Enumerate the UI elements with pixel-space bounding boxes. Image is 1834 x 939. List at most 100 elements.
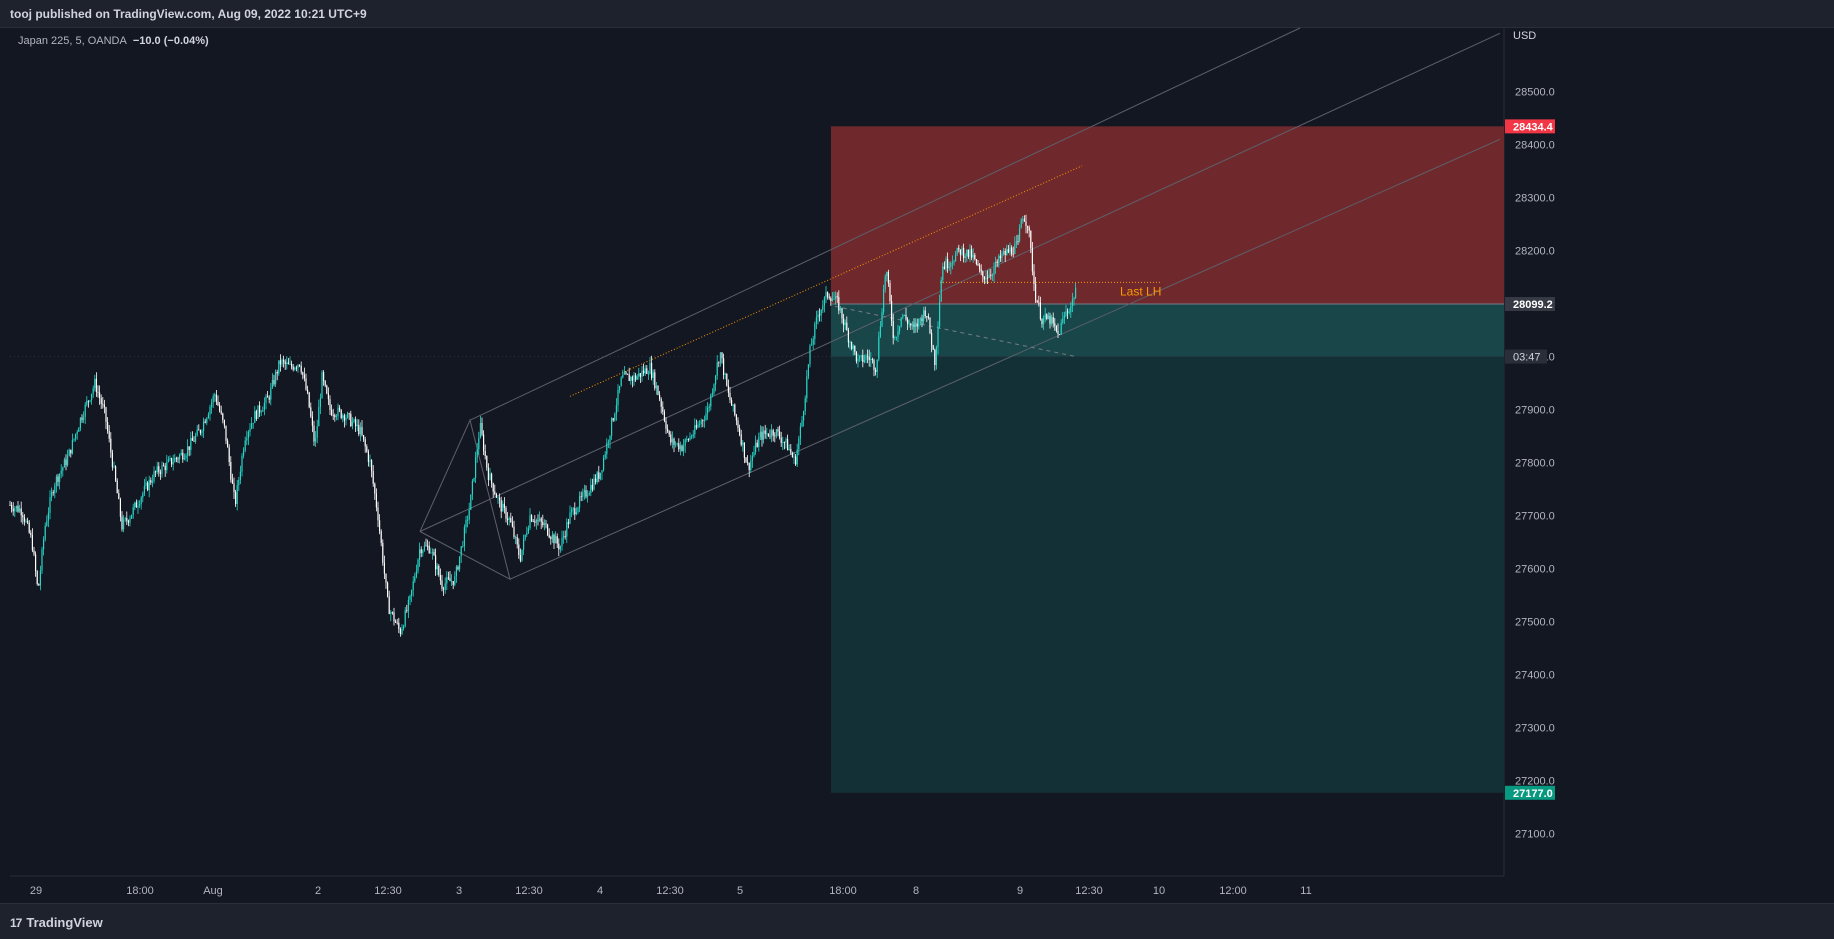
price-axis-tick: 28500.0 — [1515, 87, 1555, 99]
candle-body — [857, 358, 859, 362]
time-axis-tick: 11 — [1300, 885, 1311, 897]
candle-body — [95, 378, 97, 392]
symbol-legend[interactable]: Japan 225, 5, OANDA −10.0 (−0.04%) — [18, 35, 209, 47]
candle-body — [1055, 325, 1057, 331]
candle-body — [284, 361, 286, 364]
candle-body — [609, 435, 611, 443]
candle-body — [908, 323, 910, 325]
candle-body — [129, 518, 131, 523]
change-value: −10.0 (−0.04%) — [132, 35, 209, 47]
candle-body — [430, 552, 432, 554]
candle-body — [243, 450, 245, 456]
candle-body — [1036, 300, 1038, 303]
candle-body — [35, 554, 37, 572]
price-chart[interactable]: Last LHUSD28500.028400.028300.028200.028… — [0, 0, 1834, 903]
candle-body — [515, 536, 517, 538]
candle-body — [830, 298, 832, 302]
candle-body — [353, 419, 355, 422]
candle-body — [257, 405, 259, 419]
candle-body — [849, 342, 851, 343]
candle-body — [887, 271, 889, 284]
publish-header: tooj published on TradingView.com, Aug 0… — [0, 0, 1834, 28]
candle-body — [955, 254, 957, 262]
candle-body — [859, 356, 861, 359]
candle-body — [630, 376, 632, 382]
candle-body — [507, 518, 509, 520]
candle-body — [753, 451, 755, 457]
candle-body — [1001, 253, 1003, 259]
candle-body — [566, 522, 568, 537]
candle-body — [44, 525, 46, 540]
candle-body — [1014, 243, 1016, 255]
candle-body — [763, 430, 765, 440]
candle-body — [836, 296, 838, 298]
candle-body — [889, 283, 891, 302]
candle-body — [667, 428, 669, 432]
candle-body — [675, 443, 677, 445]
candle-body — [11, 505, 13, 509]
candle-body — [1052, 317, 1054, 324]
candle-body — [1073, 298, 1075, 300]
candle-body — [70, 449, 72, 454]
candle-body — [695, 425, 697, 428]
candle-body — [876, 359, 878, 373]
candle-body — [639, 373, 641, 377]
candle-body — [393, 612, 395, 622]
candle-body — [862, 355, 864, 362]
candle-body — [982, 271, 984, 277]
candle-body — [729, 392, 731, 401]
candle-body — [643, 370, 645, 374]
candle-body — [470, 494, 472, 510]
candle-body — [118, 493, 120, 500]
candle-body — [444, 583, 446, 590]
candle-body — [548, 534, 550, 538]
candle-body — [651, 363, 653, 378]
candle-body — [59, 473, 61, 482]
candle-body — [959, 249, 961, 255]
candle-body — [73, 438, 75, 440]
candle-body — [54, 485, 56, 494]
candle-body — [948, 267, 950, 268]
candle-body — [103, 404, 105, 408]
candle-body — [534, 521, 536, 523]
price-axis-tick: 27900.0 — [1515, 405, 1555, 417]
candle-body — [19, 508, 21, 512]
candle-body — [492, 483, 494, 492]
candle-body — [772, 430, 774, 436]
candle-body — [132, 507, 134, 515]
candle-body — [433, 552, 435, 556]
candle-body — [196, 429, 198, 436]
candle-body — [727, 385, 729, 393]
tradingview-logo[interactable]: 17 TradingView — [10, 915, 103, 930]
candle-body — [1022, 219, 1024, 220]
candle-body — [86, 400, 88, 405]
candle-body — [231, 479, 233, 484]
candle-body — [399, 629, 401, 635]
candle-body — [847, 330, 849, 343]
candle-body — [694, 425, 696, 435]
candle-body — [249, 428, 251, 432]
candle-body — [347, 413, 349, 418]
candle-body — [991, 275, 993, 277]
candle-body — [412, 581, 414, 590]
candle-body — [1028, 227, 1030, 231]
candle-body — [699, 423, 701, 425]
candle-body — [913, 324, 915, 327]
candle-body — [391, 612, 393, 614]
candle-body — [719, 352, 721, 363]
candle-body — [531, 515, 533, 522]
candle-body — [406, 610, 408, 612]
candle-body — [556, 536, 558, 544]
take-profit-zone — [831, 304, 1504, 793]
time-axis-tick: 12:30 — [374, 885, 402, 897]
candle-body — [203, 421, 205, 432]
candle-body — [934, 349, 936, 366]
candle-body — [113, 466, 115, 468]
candle-body — [159, 472, 161, 474]
candle-body — [142, 493, 144, 498]
candle-body — [540, 518, 542, 522]
time-axis-tick: 12:30 — [515, 885, 543, 897]
candle-body — [841, 308, 843, 319]
candle-body — [38, 583, 40, 586]
candle-body — [945, 259, 947, 269]
